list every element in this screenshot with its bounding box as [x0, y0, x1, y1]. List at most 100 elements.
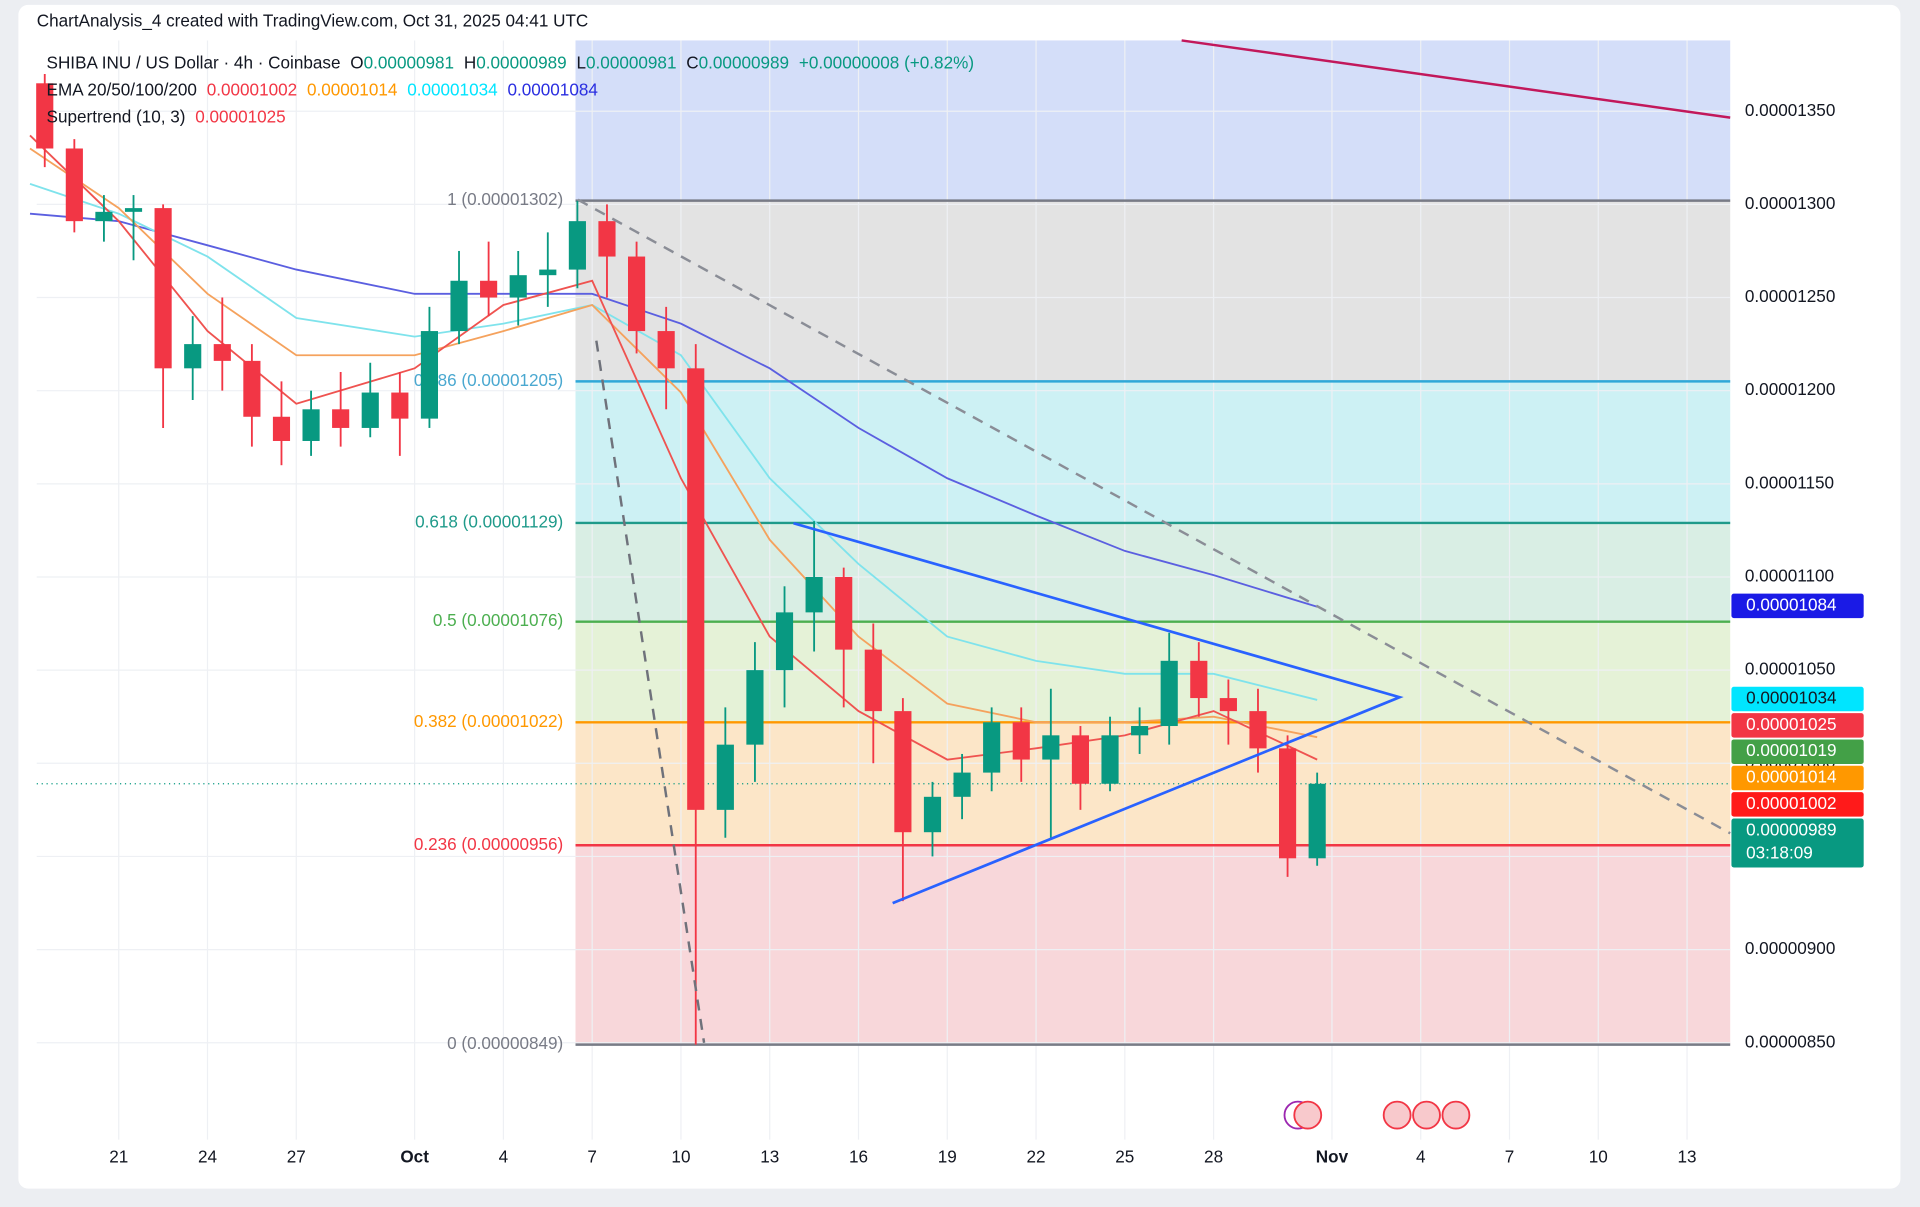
chart-title: ChartAnalysis_4 created with TradingView… — [37, 11, 589, 31]
candle-body — [450, 280, 468, 332]
indicator-value: 0.00001025 — [195, 106, 285, 126]
ohlc-value: 0.00000989 — [699, 52, 789, 72]
candle-body — [894, 711, 912, 833]
ohlc-change: +0.00000008 (+0.82%) — [799, 52, 974, 72]
x-tick-label: Oct — [400, 1147, 429, 1167]
x-tick-label: 4 — [499, 1147, 509, 1167]
fib-label: 0.618 (0.00001129) — [415, 511, 563, 531]
candle-body — [953, 772, 971, 797]
fib-zone — [575, 845, 1731, 1045]
x-tick-label: 24 — [198, 1147, 218, 1167]
fib-label: 0.236 (0.00000956) — [414, 834, 563, 854]
y-tick-label: 0.00001050 — [1745, 659, 1835, 679]
candle-body — [302, 409, 320, 441]
candle-body — [775, 612, 794, 671]
candles — [36, 73, 1326, 1045]
candle-body — [509, 275, 527, 298]
price-badge-label: 0.00001014 — [1746, 767, 1837, 787]
x-tick-label: 10 — [671, 1147, 690, 1167]
candle-body — [539, 269, 557, 276]
indicator-value: 0.00001034 — [407, 79, 498, 99]
candle-body — [124, 208, 143, 212]
price-badge-label: 0.00001019 — [1746, 740, 1836, 760]
x-tick-label: 28 — [1204, 1147, 1223, 1167]
candle-body — [1101, 735, 1119, 784]
legend-indicator: EMA 20/50/100/200 0.00001002 0.00001014 0.0… — [47, 79, 599, 99]
candle-body — [1131, 726, 1149, 736]
fib-levels: 1 (0.00001302) 0.786 (0.00001205) 0.618 (0… — [414, 189, 1731, 1053]
ohlc-value: 0.00000989 — [476, 52, 566, 72]
x-tick-label: 21 — [109, 1147, 128, 1167]
fib-zone — [575, 522, 1731, 622]
price-badge-label: 0.00001034 — [1746, 688, 1837, 708]
candle-body — [1308, 783, 1326, 859]
triangle-pattern — [793, 521, 1404, 905]
price-badge-label: 0.00001084 — [1746, 594, 1837, 614]
price-badge — [1731, 686, 1864, 712]
ema-line — [29, 183, 1318, 701]
candle-body — [1190, 660, 1208, 699]
fib-zone — [575, 200, 1731, 382]
y-tick-label: 0.00000900 — [1745, 938, 1835, 958]
y-tick-label: 0.00001100 — [1745, 566, 1834, 586]
candle-body — [1071, 735, 1090, 784]
ohlc-label: L — [577, 52, 587, 72]
x-tick-label: 27 — [287, 1147, 306, 1167]
candle-body — [1012, 722, 1030, 760]
y-tick-label: 0.00001200 — [1745, 379, 1835, 399]
x-tick-label: Nov — [1316, 1147, 1349, 1167]
price-badge-label: 0.00000989 — [1746, 819, 1836, 839]
candle-body — [657, 331, 675, 369]
candle-body — [391, 392, 409, 419]
price-badge — [1731, 593, 1864, 619]
x-tick-label: 16 — [849, 1147, 868, 1167]
fib-zone — [575, 621, 1731, 723]
candle-body — [1279, 748, 1297, 859]
candle-body — [1042, 735, 1060, 760]
event-icons — [1283, 1100, 1471, 1130]
candle-body — [716, 744, 734, 810]
candle-body — [1160, 660, 1178, 727]
y-tick-label: 0.00001250 — [1745, 286, 1835, 306]
ohlc-value: 0.00000981 — [586, 52, 676, 72]
legend-symbol-name: SHIBA INU / US Dollar · 4h · Coinbase — [47, 52, 341, 72]
ohlc-label: H — [464, 52, 476, 72]
fib-zone — [575, 40, 1731, 201]
candle-body — [805, 576, 823, 613]
x-tick-label: 25 — [1115, 1147, 1134, 1167]
candle-body — [243, 360, 261, 417]
x-tick-label: 19 — [938, 1147, 957, 1167]
x-tick-label: 10 — [1589, 1147, 1608, 1167]
event-icon[interactable] — [1382, 1100, 1412, 1130]
price-badge-label: 0.00001002 — [1746, 793, 1836, 813]
event-icon[interactable] — [1412, 1100, 1441, 1130]
indicator-name: Supertrend (10, 3) — [47, 106, 186, 126]
x-tick-label: 22 — [1027, 1147, 1046, 1167]
indicator-value: 0.00001084 — [507, 79, 598, 99]
drawings — [577, 39, 1731, 1043]
x-tick-label: 13 — [1678, 1147, 1697, 1167]
fib-label: 0.382 (0.00001022) — [414, 711, 563, 731]
grid — [36, 40, 1731, 1140]
candle-body — [65, 148, 83, 222]
ema-line — [29, 134, 1318, 761]
candle-body — [154, 208, 172, 369]
fib-zone — [575, 381, 1731, 523]
candle-body — [420, 331, 439, 419]
legend-symbol: SHIBA INU / US Dollar · 4h · Coinbase O0.… — [47, 52, 975, 72]
candle-body — [835, 576, 853, 650]
indicator-value: 0.00001002 — [207, 79, 297, 99]
ema-line — [29, 212, 1318, 608]
event-icon[interactable] — [1441, 1100, 1471, 1130]
event-icon — [1293, 1100, 1323, 1130]
fib-label: 1 (0.00001302) — [447, 189, 563, 209]
candle-body — [332, 409, 350, 428]
candle-body — [598, 221, 616, 257]
x-tick-label: 13 — [760, 1147, 779, 1167]
candle-body — [36, 83, 54, 149]
candle-body — [923, 796, 942, 833]
price-badge — [1731, 818, 1864, 868]
candle-body — [480, 280, 498, 298]
candle-body — [184, 344, 202, 369]
